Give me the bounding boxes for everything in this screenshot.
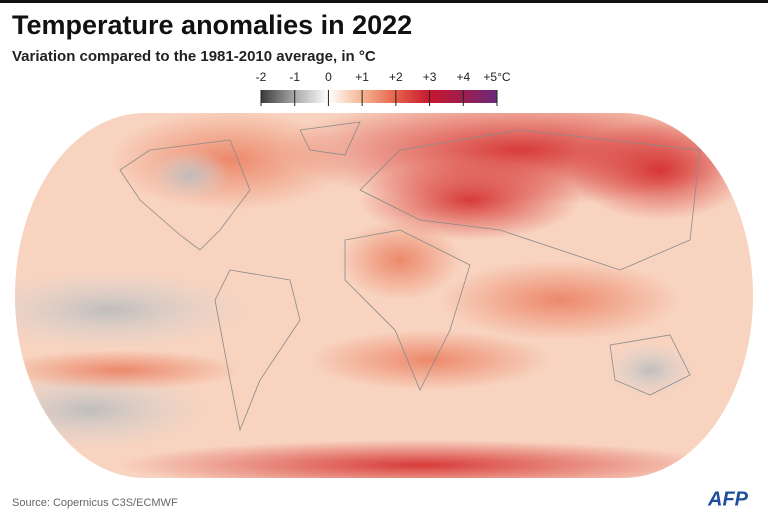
- scale-label: -2: [256, 70, 267, 84]
- scale-label: +2: [389, 70, 403, 84]
- scale-label: +4: [456, 70, 470, 84]
- scale-label: +5°C: [483, 70, 510, 84]
- top-rule: [0, 0, 768, 3]
- scale-label: -1: [289, 70, 300, 84]
- scale-label: +3: [423, 70, 437, 84]
- map: [15, 113, 753, 478]
- title: Temperature anomalies in 2022: [12, 10, 412, 40]
- subtitle: Variation compared to the 1981-2010 aver…: [12, 48, 376, 65]
- logo: AFP: [707, 488, 749, 510]
- color-bar: [261, 90, 497, 103]
- source: Source: Copernicus C3S/ECMWF: [12, 497, 178, 509]
- scale-label: 0: [325, 70, 332, 84]
- color-scale: -2 -1 0 +1 +2 +3 +4 +5°C: [256, 70, 511, 106]
- scale-label: +1: [355, 70, 369, 84]
